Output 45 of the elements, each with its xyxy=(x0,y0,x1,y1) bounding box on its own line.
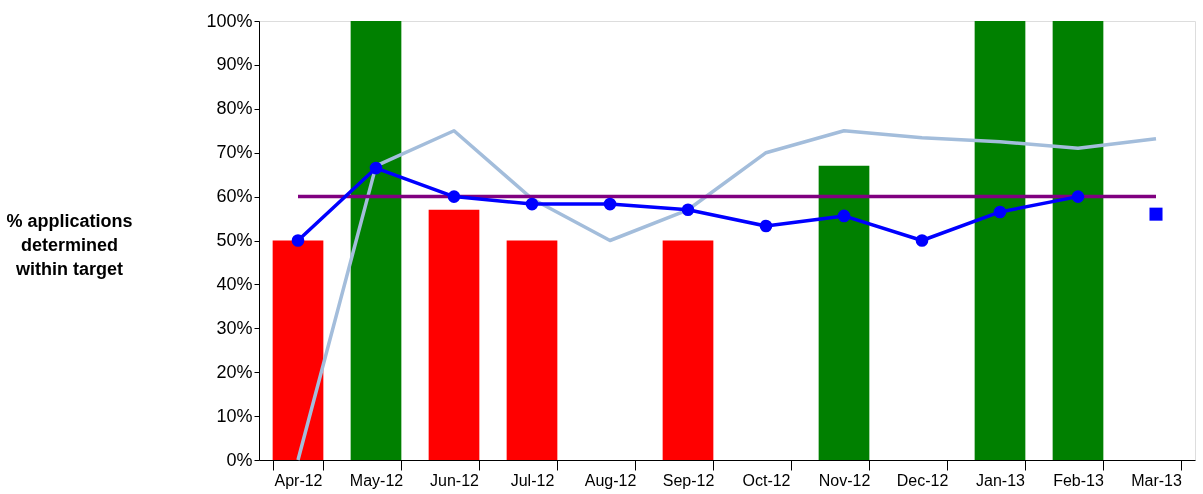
y-tick-label: 80% xyxy=(216,98,253,119)
point xyxy=(681,203,695,217)
x-tick-label: Aug-12 xyxy=(584,471,637,489)
bar xyxy=(662,240,714,460)
x-tick-label: Jun-12 xyxy=(430,471,480,489)
point xyxy=(759,219,773,233)
x-tick-label: Nov-12 xyxy=(818,471,871,489)
point xyxy=(603,197,617,211)
point xyxy=(525,197,539,211)
x-tick-label: Dec-12 xyxy=(896,471,949,489)
point xyxy=(915,234,929,247)
x-tick-label: May-12 xyxy=(349,471,404,489)
bar xyxy=(272,240,324,460)
x-tick-label: Jan-13 xyxy=(976,471,1026,489)
y-tick-label: 10% xyxy=(216,405,253,426)
bar xyxy=(428,209,480,460)
x-tick-label: Feb-13 xyxy=(1053,471,1104,489)
point xyxy=(369,161,383,175)
point xyxy=(1071,190,1085,203)
y-tick-label: 90% xyxy=(216,54,253,75)
y-tick-label: 40% xyxy=(216,273,253,294)
y-tick-label: 70% xyxy=(216,142,253,163)
y-tick-label: 30% xyxy=(216,317,253,338)
y-tick-label: 0% xyxy=(226,449,253,470)
y-tick-label: 50% xyxy=(216,230,253,250)
y-tick-label: 100% xyxy=(206,10,253,31)
point xyxy=(993,205,1007,219)
bar xyxy=(818,165,870,460)
bar xyxy=(974,21,1026,460)
x-tick-label: Sep-12 xyxy=(662,471,715,489)
bar xyxy=(350,21,402,460)
y-tick-label: 20% xyxy=(216,361,253,382)
x-tick-label: Jul-12 xyxy=(510,471,555,489)
x-tick-label: Mar-13 xyxy=(1131,471,1182,489)
line-series xyxy=(296,129,1158,462)
y-tick-label: 60% xyxy=(216,186,253,207)
point xyxy=(1149,207,1163,221)
bar xyxy=(506,240,558,460)
point xyxy=(837,209,851,223)
point xyxy=(291,234,305,247)
x-tick-label: Oct-12 xyxy=(742,471,791,489)
x-tick-label: Apr-12 xyxy=(274,471,323,489)
point xyxy=(447,190,461,203)
y-axis-title: % applications determined within target xyxy=(6,210,133,279)
bar xyxy=(1052,21,1104,460)
